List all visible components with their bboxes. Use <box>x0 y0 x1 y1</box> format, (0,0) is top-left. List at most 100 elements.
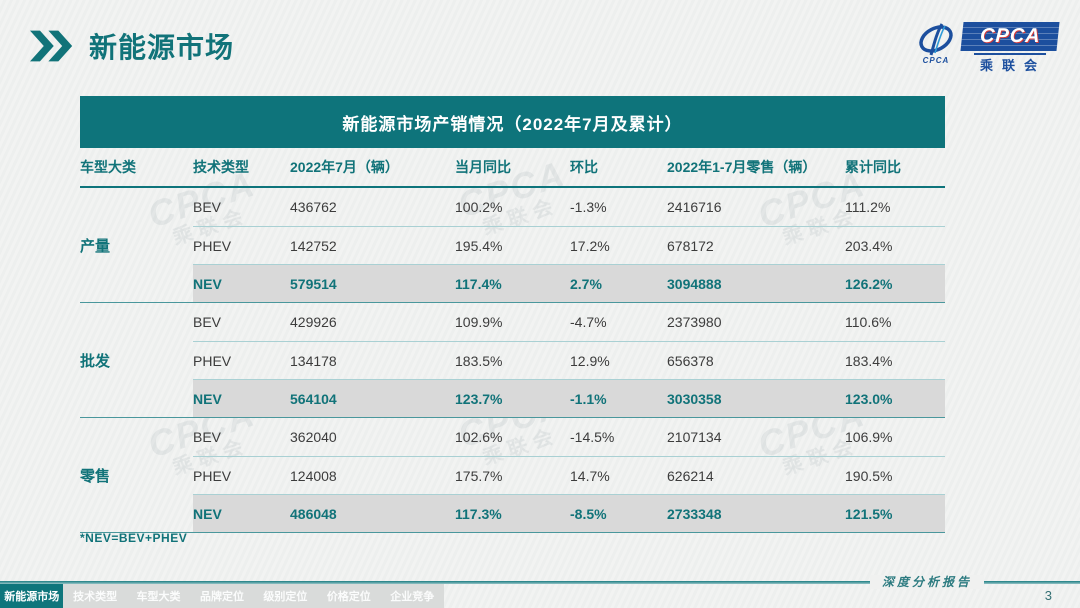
cell-tech: PHEV <box>193 237 232 254</box>
cell-tech: BEV <box>193 429 222 445</box>
table-row-nev-highlight: NEV 486048 117.3% -8.5% 2733348 121.5% <box>193 494 945 532</box>
col-header-cum: 2022年1-7月零售（辆） <box>667 159 817 175</box>
cell-july: 436762 <box>290 199 337 215</box>
tab-level-position[interactable]: 级别定位 <box>263 591 308 603</box>
section-tabbar: 新能源市场 技术类型 车型大类 品牌定位 级别定位 价格定位 企业竞争 <box>0 584 444 608</box>
cell-mom: 12.9% <box>570 352 610 369</box>
cell-cum: 626214 <box>667 467 714 484</box>
cell-july: 142752 <box>290 237 337 254</box>
cell-july: 579514 <box>290 275 337 292</box>
cell-tech: NEV <box>193 505 222 522</box>
table-row: PHEV 124008 175.7% 14.7% 626214 190.5% <box>193 456 945 494</box>
table-row: BEV 429926 109.9% -4.7% 2373980 110.6% <box>193 303 945 341</box>
cpca-logo-caption: CPCA <box>922 56 950 65</box>
cell-cum: 656378 <box>667 352 714 369</box>
cell-cum-yoy: 111.2% <box>845 199 891 215</box>
footnote: *NEV=BEV+PHEV <box>80 531 188 545</box>
col-header-mom: 环比 <box>570 159 598 175</box>
cpca-logo-icon <box>919 23 953 56</box>
tab-vehicle-class[interactable]: 车型大类 <box>136 591 181 603</box>
bottom-divider <box>0 581 1080 584</box>
cell-cum: 2416716 <box>667 199 722 215</box>
tab-tech-type[interactable]: 技术类型 <box>73 591 118 603</box>
cell-yoy: 123.7% <box>455 390 503 407</box>
cpca-logo-wordmark: CPCA <box>960 22 1060 51</box>
cell-yoy: 102.6% <box>455 429 503 445</box>
col-header-july: 2022年7月（辆） <box>290 159 399 175</box>
cell-july: 564104 <box>290 390 337 407</box>
cell-tech: PHEV <box>193 352 232 369</box>
cell-mom: -1.1% <box>570 390 607 407</box>
table-header-row: 车型大类 技术类型 2022年7月（辆） 当月同比 环比 2022年1-7月零售… <box>80 148 945 188</box>
cell-cum-yoy: 190.5% <box>845 467 893 484</box>
cpca-logo-subtext: 乘联会 <box>973 53 1046 74</box>
cell-mom: 14.7% <box>570 467 610 484</box>
page-title: 新能源市场 <box>89 32 235 63</box>
table-group-retail: 零售 BEV 362040 102.6% -14.5% 2107134 106.… <box>80 418 945 533</box>
cell-tech: PHEV <box>193 467 232 484</box>
cell-july: 362040 <box>290 429 337 445</box>
col-header-cum-yoy: 累计同比 <box>845 159 901 175</box>
cell-july: 134178 <box>290 352 337 369</box>
table-row: PHEV 134178 183.5% 12.9% 656378 183.4% <box>193 341 945 379</box>
table-row: PHEV 142752 195.4% 17.2% 678172 203.4% <box>193 226 945 264</box>
group-label: 产量 <box>80 237 111 255</box>
cell-tech: BEV <box>193 199 222 215</box>
cell-cum: 3094888 <box>667 275 722 292</box>
cell-july: 486048 <box>290 505 337 522</box>
col-header-category: 车型大类 <box>80 159 136 175</box>
table-group-wholesale: 批发 BEV 429926 109.9% -4.7% 2373980 110.6… <box>80 303 945 418</box>
table-row-nev-highlight: NEV 579514 117.4% 2.7% 3094888 126.2% <box>193 264 945 302</box>
cpca-logo: CPCA CPCA 乘联会 <box>915 22 1060 74</box>
table-row-nev-highlight: NEV 564104 123.7% -1.1% 3030358 123.0% <box>193 379 945 417</box>
report-type-label: 深度分析报告 <box>869 575 984 589</box>
cell-yoy: 100.2% <box>455 199 503 215</box>
cell-cum: 2373980 <box>667 314 722 330</box>
col-header-tech: 技术类型 <box>193 159 249 175</box>
cell-mom: -4.7% <box>570 314 607 330</box>
cell-cum-yoy: 126.2% <box>845 275 893 292</box>
cell-mom: -1.3% <box>570 199 607 215</box>
table-group-production: 产量 BEV 436762 100.2% -1.3% 2416716 111.2… <box>80 188 945 303</box>
cell-cum: 2107134 <box>667 429 722 445</box>
table-row: BEV 362040 102.6% -14.5% 2107134 106.9% <box>193 418 945 456</box>
tab-competition[interactable]: 企业竞争 <box>390 591 435 603</box>
slide-header: 新能源市场 <box>30 26 234 66</box>
cell-cum: 3030358 <box>667 390 722 407</box>
cell-cum: 2733348 <box>667 505 722 522</box>
table-title-banner: 新能源市场产销情况（2022年7月及累计） <box>80 96 945 148</box>
cell-tech: NEV <box>193 390 222 407</box>
page-number: 3 <box>1044 588 1052 603</box>
cell-yoy: 183.5% <box>455 352 503 369</box>
group-label: 批发 <box>80 352 111 370</box>
double-chevron-icon <box>30 30 73 62</box>
nev-production-sales-table: 新能源市场产销情况（2022年7月及累计） 车型大类 技术类型 2022年7月（… <box>80 96 945 533</box>
cell-mom: -14.5% <box>570 429 615 445</box>
group-label: 零售 <box>80 467 111 485</box>
cell-cum-yoy: 121.5% <box>845 505 893 522</box>
cell-july: 124008 <box>290 467 337 484</box>
cell-cum-yoy: 183.4% <box>845 352 893 369</box>
cell-mom: 17.2% <box>570 237 610 254</box>
col-header-yoy: 当月同比 <box>455 159 511 175</box>
table-title: 新能源市场产销情况（2022年7月及累计） <box>342 114 683 134</box>
cell-yoy: 117.3% <box>455 505 502 522</box>
cell-cum-yoy: 203.4% <box>845 237 893 254</box>
cell-yoy: 109.9% <box>455 314 503 330</box>
cell-cum-yoy: 110.6% <box>845 314 892 330</box>
cell-yoy: 117.4% <box>455 275 502 292</box>
tab-price-position[interactable]: 价格定位 <box>326 591 371 603</box>
tab-brand-position[interactable]: 品牌定位 <box>199 591 244 603</box>
cell-mom: 2.7% <box>570 275 602 292</box>
tab-nev-market[interactable]: 新能源市场 <box>0 584 64 608</box>
cell-cum: 678172 <box>667 237 714 254</box>
table-row: BEV 436762 100.2% -1.3% 2416716 111.2% <box>193 188 945 226</box>
cell-tech: BEV <box>193 314 222 330</box>
cell-yoy: 195.4% <box>455 237 503 254</box>
cell-tech: NEV <box>193 275 222 292</box>
cell-cum-yoy: 123.0% <box>845 390 893 407</box>
cell-cum-yoy: 106.9% <box>845 429 893 445</box>
cell-mom: -8.5% <box>570 505 607 522</box>
cell-july: 429926 <box>290 314 337 330</box>
cell-yoy: 175.7% <box>455 467 503 484</box>
